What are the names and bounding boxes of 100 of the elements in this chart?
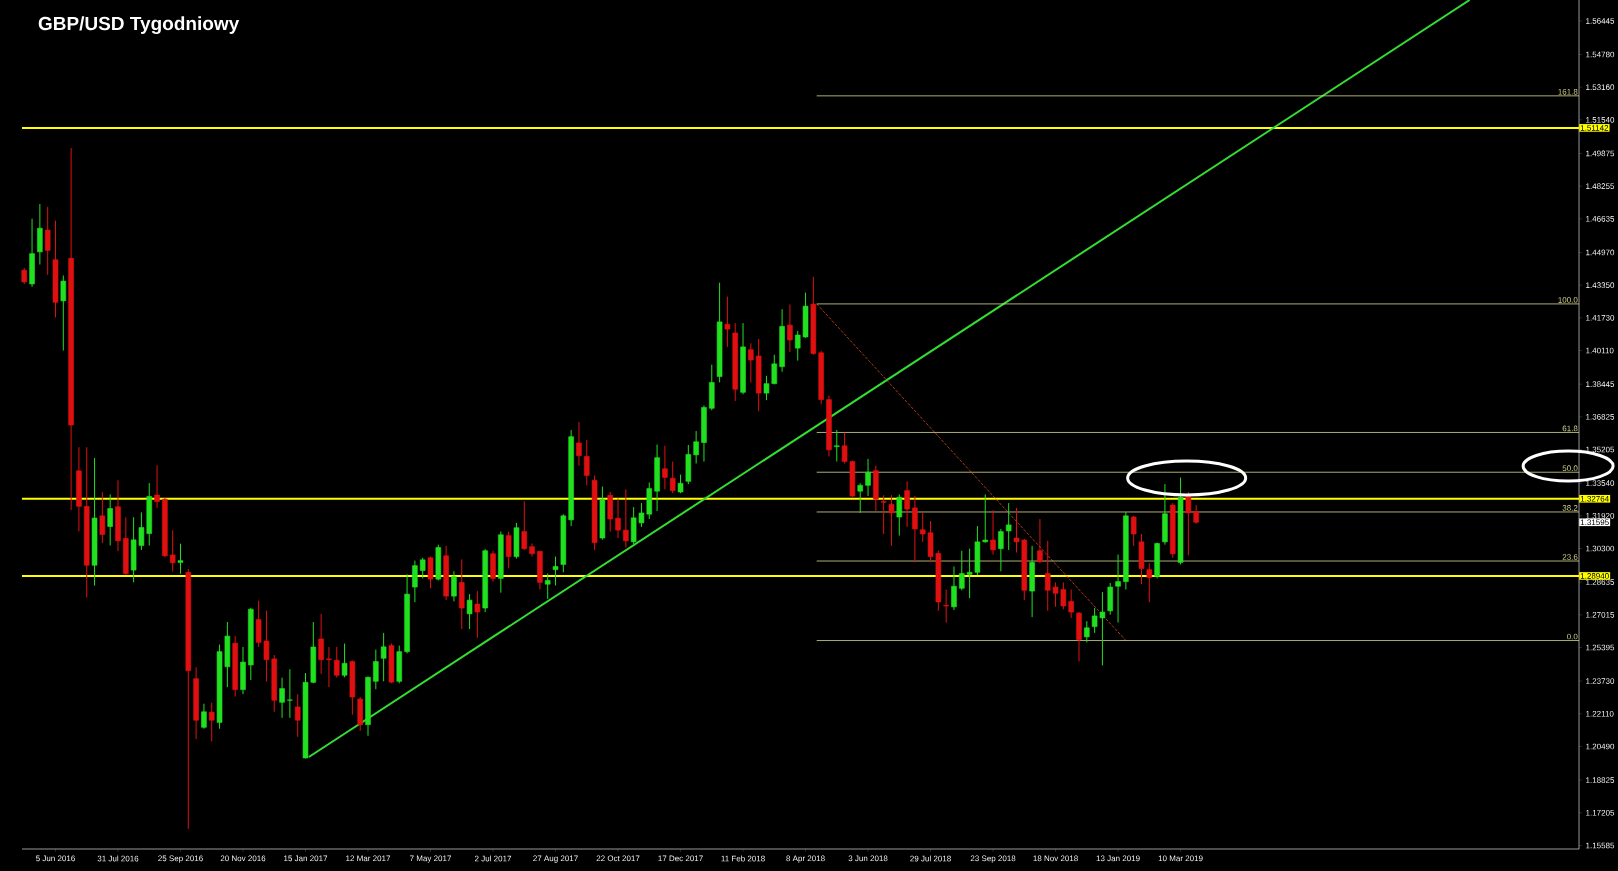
candlestick <box>451 570 457 602</box>
y-tick-label: 1.49875 <box>1586 150 1615 157</box>
x-tick-label: 29 Jul 2018 <box>910 855 951 862</box>
y-tick-label: 1.38445 <box>1586 381 1615 387</box>
text: GBP/USD Tygodniowy <box>38 16 240 35</box>
x-tick-label: 8 Apr 2018 <box>786 855 825 863</box>
candlestick <box>615 497 621 539</box>
candlestick <box>60 274 67 352</box>
y-tick-label: 1.35205 <box>1586 446 1615 453</box>
candlestick <box>1146 562 1153 603</box>
y-tick-label: 1.15585 <box>1586 842 1615 849</box>
candlestick <box>576 421 582 467</box>
candlestick <box>177 543 184 575</box>
candlestick <box>427 556 434 589</box>
candlestick <box>888 494 895 547</box>
y-tick-label: 1.53160 <box>1586 84 1615 90</box>
candlestick <box>787 304 793 353</box>
x-tick-label: 12 Mar 2017 <box>346 855 391 862</box>
candlestick <box>943 588 949 624</box>
y-tick-label: 1.54780 <box>1586 51 1615 58</box>
candlestick <box>334 646 340 679</box>
x-tick-label: 13 Jan 2019 <box>1096 855 1140 862</box>
x-tick-label: 15 Jan 2017 <box>284 855 328 862</box>
candlestick <box>521 500 528 551</box>
series-label: 100.0 <box>1558 297 1578 303</box>
candlestick <box>607 491 613 533</box>
ref-line-label: 1.51142 <box>1580 125 1609 131</box>
y-tick-label: 1.22110 <box>1586 710 1614 717</box>
candlestick <box>662 445 668 490</box>
x-tick-label: 23 Sep 2018 <box>970 855 1016 863</box>
y-tick-label: 1.20490 <box>1586 743 1615 750</box>
series-label: 23.6 <box>1562 554 1578 560</box>
candlestick <box>37 203 43 266</box>
candlestick <box>904 480 910 528</box>
candlestick <box>107 493 113 546</box>
y-tick-label: 1.48255 <box>1586 183 1615 189</box>
candlestick <box>201 703 207 730</box>
y-tick-label: 1.33540 <box>1586 480 1615 486</box>
x-tick-label: 5 Jun 2016 <box>36 855 75 862</box>
candlestick <box>341 643 348 678</box>
candlestick <box>998 528 1004 572</box>
series-label: 0.0 <box>1567 633 1578 640</box>
y-tick-label: 1.31920 <box>1586 512 1615 519</box>
ref-line-label: 1.28940 <box>1580 573 1609 579</box>
y-tick-label: 1.56445 <box>1586 18 1615 24</box>
y-tick-label: 1.30300 <box>1586 545 1615 552</box>
x-tick-label: 11 Feb 2018 <box>721 855 765 862</box>
candlestick <box>419 557 426 579</box>
y-tick-label: 1.46635 <box>1586 216 1615 222</box>
candlestick <box>474 590 481 639</box>
candlestick <box>505 531 512 569</box>
x-tick-label: 17 Dec 2017 <box>658 855 703 862</box>
series-label: 61.8 <box>1562 425 1578 432</box>
x-tick-label: 10 Mar 2019 <box>1158 855 1203 862</box>
x-tick-label: 18 Nov 2018 <box>1033 855 1078 862</box>
candlestick <box>318 613 324 675</box>
candlestick <box>287 668 293 719</box>
y-tick-label: 1.17205 <box>1586 809 1615 816</box>
y-tick-label: 1.41730 <box>1586 315 1615 321</box>
candlestick <box>373 649 379 690</box>
y-tick-label: 1.23730 <box>1586 678 1615 684</box>
candlestick <box>1037 518 1043 564</box>
candlestick <box>834 429 840 463</box>
x-tick-label: 20 Nov 2016 <box>220 855 266 862</box>
x-tick-label: 22 Oct 2017 <box>596 855 640 862</box>
y-tick-label: 1.25395 <box>1586 644 1615 651</box>
y-tick-label: 1.51540 <box>1586 117 1615 123</box>
candlestick <box>552 556 559 586</box>
y-tick-label: 1.43350 <box>1586 282 1615 288</box>
y-tick-label: 1.27015 <box>1586 611 1615 618</box>
candlestick <box>959 550 965 591</box>
candlestick <box>1185 491 1192 556</box>
candlestick <box>880 494 887 535</box>
candlestick <box>412 560 418 603</box>
candlestick <box>990 509 996 556</box>
candlestick <box>1193 504 1199 525</box>
candlestick <box>466 593 473 630</box>
candlestick <box>865 458 871 497</box>
x-tick-label: 27 Aug 2017 <box>533 855 578 863</box>
candlestick <box>544 573 551 600</box>
y-tick-label: 1.28635 <box>1586 579 1615 585</box>
candlestick <box>529 542 535 558</box>
series-label: 161.8 <box>1558 88 1578 95</box>
candlestick <box>1130 515 1137 547</box>
candlestick <box>208 702 215 742</box>
candlestick <box>724 296 731 348</box>
candlestick <box>912 495 918 563</box>
x-tick-label: 25 Sep 2016 <box>158 855 203 863</box>
series-label: 38.2 <box>1562 505 1578 511</box>
candlestick <box>1005 502 1012 551</box>
candlestick <box>693 430 699 465</box>
candlestick <box>1115 554 1121 624</box>
candlestick <box>44 206 51 276</box>
x-tick-label: 2 Jul 2017 <box>474 855 512 862</box>
y-tick-label: 1.36825 <box>1586 413 1615 420</box>
ref-line-label: 1.32764 <box>1580 495 1609 502</box>
series-label: 50.0 <box>1562 465 1578 472</box>
candlestick <box>623 488 629 548</box>
candlestick <box>748 342 754 383</box>
candlestick <box>279 677 285 719</box>
